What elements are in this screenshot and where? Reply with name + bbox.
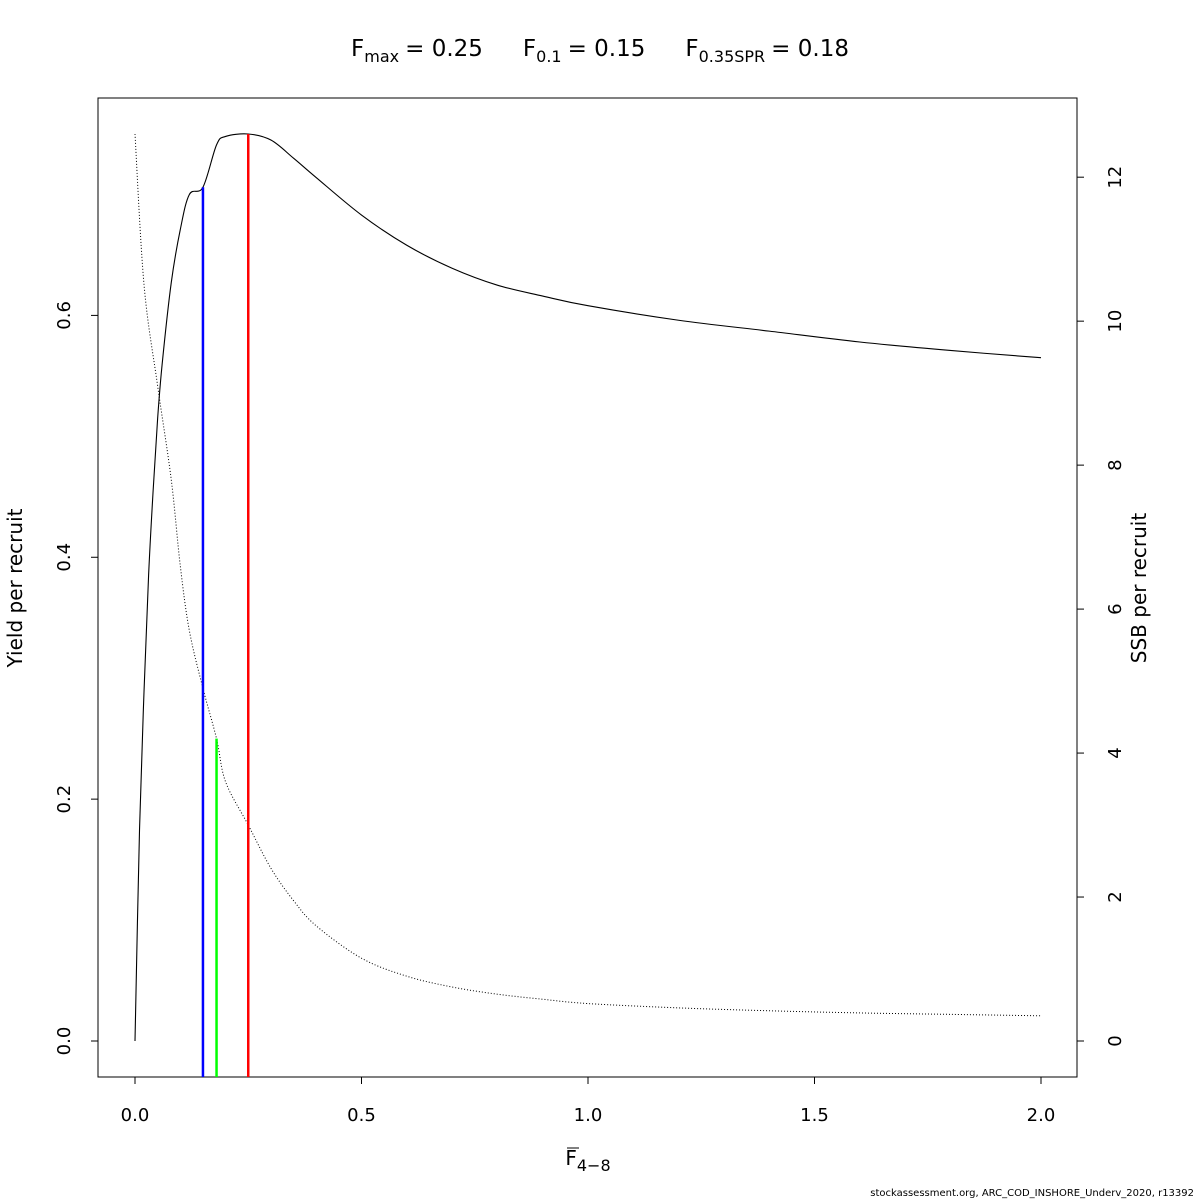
- axis-ticks: 0.0 0.5 1.0 1.5 2.0 0.0 0.2 0.4 0.6 0 2 4 6 8 10 12: [54, 166, 1126, 1126]
- chart-title: Fmax = 0.25 F0.1 = 0.15 F0.35SPR = 0.18: [351, 36, 849, 66]
- title-fmax-sub: max: [364, 47, 399, 66]
- x-axis-label: F4−8: [565, 1146, 610, 1175]
- x-tick-label: 1.0: [574, 1105, 603, 1126]
- title-fmax-value: = 0.25: [405, 36, 483, 62]
- yield-per-recruit-line: [134, 133, 1042, 1042]
- y-left-tick-label: 0.2: [54, 785, 75, 814]
- x-tick-label: 0.5: [347, 1105, 376, 1126]
- title-f01-label: F: [523, 36, 536, 62]
- y-left-tick-label: 0.4: [54, 543, 75, 572]
- title-fspr-value: = 0.18: [771, 36, 849, 62]
- y-right-tick-label: 2: [1105, 891, 1126, 902]
- title-fmax-label: F: [351, 36, 364, 62]
- y-right-tick-label: 12: [1105, 166, 1126, 189]
- y-axis-label-left: Yield per recruit: [3, 508, 27, 668]
- plot-frame: [97, 97, 1078, 1078]
- source-credit: stockassessment.org, ARC_COD_INSHORE_Und…: [870, 1188, 1194, 1199]
- x-tick-label: 1.5: [800, 1105, 829, 1126]
- title-f01-value: = 0.15: [568, 36, 646, 62]
- title-fspr-label: F: [685, 36, 698, 62]
- y-right-tick-label: 0: [1105, 1035, 1126, 1046]
- x-tick-label: 2.0: [1027, 1105, 1056, 1126]
- y-axis-label-right: SSB per recruit: [1127, 513, 1151, 664]
- title-fspr-sub: 0.35SPR: [699, 47, 766, 66]
- y-right-tick-label: 8: [1105, 459, 1126, 470]
- y-right-tick-label: 4: [1105, 747, 1126, 758]
- series-lines: [134, 133, 1042, 1042]
- y-left-tick-label: 0.6: [54, 301, 75, 330]
- reference-lines: [201, 134, 250, 1077]
- x-tick-label: 0.0: [121, 1105, 150, 1126]
- y-right-tick-label: 6: [1105, 603, 1126, 614]
- x-axis-label-sub: 4−8: [577, 1156, 611, 1175]
- title-f01-sub: 0.1: [536, 47, 561, 66]
- y-right-tick-label: 10: [1105, 310, 1126, 333]
- y-left-tick-label: 0.0: [54, 1027, 75, 1056]
- x-axis-label-main: F: [565, 1146, 577, 1170]
- ssb-per-recruit-line: [134, 133, 1042, 1017]
